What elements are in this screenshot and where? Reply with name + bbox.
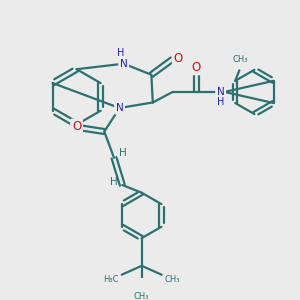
Text: O: O	[174, 52, 183, 65]
Text: N: N	[116, 103, 123, 113]
Text: O: O	[72, 120, 81, 133]
Text: CH₃: CH₃	[164, 275, 180, 284]
Text: N: N	[217, 87, 224, 97]
Text: H: H	[110, 177, 117, 187]
Text: H: H	[217, 98, 224, 107]
Text: CH₃: CH₃	[232, 55, 248, 64]
Text: N: N	[120, 59, 128, 69]
Text: H: H	[119, 148, 127, 158]
Text: H: H	[117, 48, 124, 58]
Text: H₃C: H₃C	[103, 275, 119, 284]
Text: CH₃: CH₃	[134, 292, 149, 300]
Text: O: O	[192, 61, 201, 74]
